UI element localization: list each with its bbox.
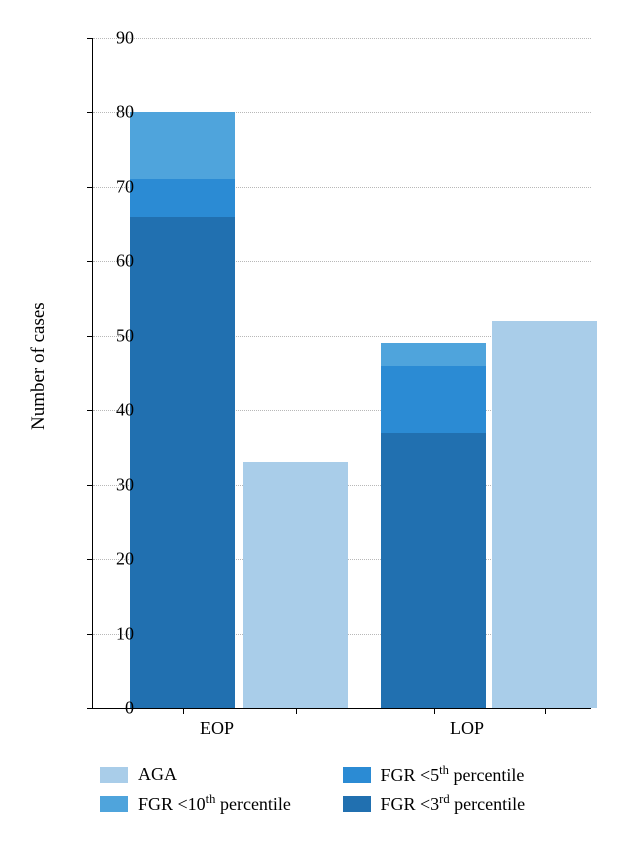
ytick-mark [87, 559, 93, 560]
legend-label: FGR <10th percentile [138, 791, 291, 816]
legend-item-fgr3: FGR <3rd percentile [343, 789, 586, 818]
ytick-label: 40 [94, 400, 134, 421]
bar [243, 462, 348, 708]
bar-segment-aga [492, 321, 597, 708]
category-label: EOP [187, 718, 247, 739]
bar-segment-fgr5 [381, 366, 486, 433]
bar-segment-fgr10 [381, 343, 486, 365]
bar-segment-fgr3 [381, 433, 486, 708]
ytick-mark [87, 336, 93, 337]
legend-item-aga: AGA [100, 760, 343, 789]
xtick-mark [545, 708, 546, 714]
bar [130, 112, 235, 708]
plot-area [92, 38, 591, 709]
ytick-mark [87, 261, 93, 262]
ytick-label: 90 [94, 28, 134, 49]
legend-label: FGR <3rd percentile [381, 791, 526, 816]
xtick-mark [434, 708, 435, 714]
xtick-mark [296, 708, 297, 714]
legend-swatch [100, 796, 128, 812]
ytick-mark [87, 634, 93, 635]
gridline [93, 38, 591, 39]
ytick-label: 20 [94, 549, 134, 570]
ytick-label: 60 [94, 251, 134, 272]
legend-swatch [343, 767, 371, 783]
ytick-label: 10 [94, 623, 134, 644]
bar-segment-fgr3 [130, 217, 235, 708]
legend-item-fgr10: FGR <10th percentile [100, 789, 343, 818]
ytick-mark [87, 485, 93, 486]
y-axis-label: Number of cases [28, 302, 50, 430]
category-label: LOP [437, 718, 497, 739]
ytick-label: 30 [94, 474, 134, 495]
bar [492, 321, 597, 708]
legend: AGAFGR <5th percentileFGR <10th percenti… [100, 760, 585, 819]
bar-segment-fgr5 [130, 179, 235, 216]
legend-row: AGA FGR <5th percentile [100, 760, 585, 789]
legend-row: FGR <10th percentile FGR <3rd percentile [100, 789, 585, 818]
ytick-label: 50 [94, 325, 134, 346]
ytick-mark [87, 708, 93, 709]
ytick-label: 70 [94, 176, 134, 197]
xtick-mark [183, 708, 184, 714]
ytick-label: 0 [94, 698, 134, 719]
ytick-mark [87, 410, 93, 411]
bar [381, 343, 486, 708]
ytick-mark [87, 187, 93, 188]
legend-label: FGR <5th percentile [381, 762, 525, 787]
ytick-mark [87, 112, 93, 113]
ytick-mark [87, 38, 93, 39]
legend-label: AGA [138, 763, 177, 786]
bar-segment-aga [243, 462, 348, 708]
bar-segment-fgr10 [130, 112, 235, 179]
ytick-label: 80 [94, 102, 134, 123]
chart-container: Number of cases AGAFGR <5th percentileFG… [0, 0, 642, 850]
legend-swatch [343, 796, 371, 812]
legend-item-fgr5: FGR <5th percentile [343, 760, 586, 789]
legend-swatch [100, 767, 128, 783]
